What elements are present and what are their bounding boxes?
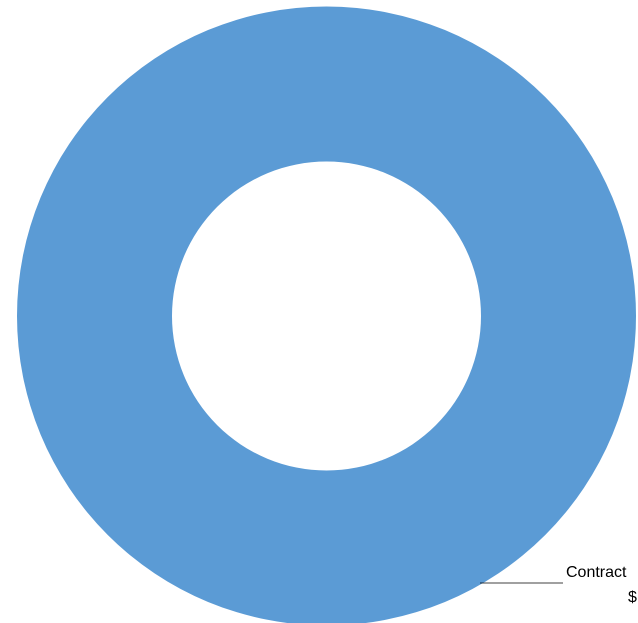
labels: Contract$ bbox=[480, 564, 637, 606]
donut-slice bbox=[17, 6, 636, 623]
category-label: Contract bbox=[566, 564, 627, 581]
value-label: $ bbox=[628, 589, 637, 606]
slices bbox=[17, 6, 636, 623]
